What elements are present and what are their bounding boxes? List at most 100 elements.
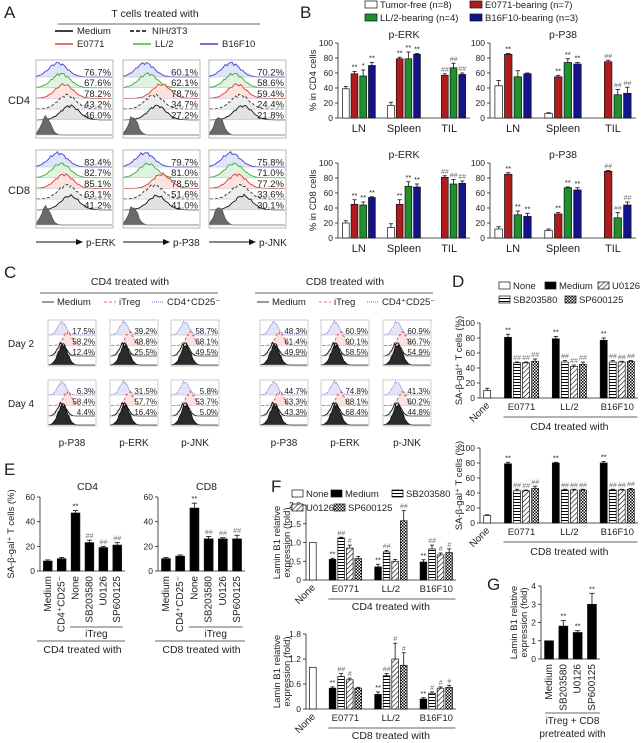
percent-label: 57.7% (134, 398, 157, 407)
significance-star: ** (421, 551, 427, 560)
bar (337, 537, 345, 581)
legend-swatch (333, 503, 346, 512)
chart-e-cd8: 0 20 40 60 Medium CD4⁺CD25⁻ ** None ## SB203580 ##… (144, 481, 245, 656)
histogram-curve (384, 330, 430, 346)
bar (554, 76, 563, 119)
legend-label: None (513, 281, 536, 292)
percent-label: 79.7% (171, 158, 198, 169)
marker-label: p-JNK (393, 438, 421, 449)
bar (374, 566, 382, 581)
percent-label: 24.4% (257, 100, 284, 111)
y-tick-label: 0 (296, 575, 301, 585)
bar (560, 489, 569, 524)
significance-star: ** (330, 549, 336, 558)
significance-star: ** (405, 43, 411, 52)
legend-swatch (564, 295, 577, 304)
y-tick-label: 40 (476, 83, 486, 93)
y-tick-label: 1.0 (289, 538, 301, 548)
significance-hash: # (348, 538, 352, 545)
bar (445, 552, 453, 581)
y-tick-label: 100 (319, 38, 333, 48)
significance-hash: # (402, 646, 406, 653)
y-tick-label: 100 (461, 318, 475, 328)
y-axis-label: % in CD8 cells (308, 169, 319, 231)
bar (328, 687, 337, 710)
bar (359, 204, 367, 239)
flow-histogram: 41.3% 60.2%44.8% (382, 379, 432, 427)
x-category-label: Spleen (546, 243, 580, 255)
significance-hash: ## (383, 543, 391, 550)
bar (112, 544, 122, 572)
histogram-curve-fill (172, 331, 218, 346)
y-axis-label: Lamin B1 relative (509, 586, 520, 659)
significance-hash: ## (458, 174, 466, 181)
y-tick-label: 20 (466, 503, 476, 513)
isotype-curve-fill (111, 403, 157, 425)
percent-label: 48.8% (134, 338, 157, 347)
significance-hash: # (393, 636, 397, 643)
x-category-label: U0126 (218, 576, 229, 606)
histogram-curve-fill (210, 62, 285, 77)
y-axis-label: SA-β-gal⁺ T cells (%) (454, 441, 465, 530)
x-category-label: SP600125 (587, 664, 598, 711)
y-tick-label: 0 (480, 113, 485, 123)
isotype-curve-fill (172, 344, 218, 365)
percent-label: 85.1% (84, 179, 111, 190)
histogram-curve-fill (124, 84, 199, 99)
histogram-curve-fill (37, 73, 112, 88)
bar (419, 698, 428, 710)
significance-hash: ## (522, 355, 530, 362)
percent-label: 77.2% (257, 179, 284, 190)
percent-label: 59.4% (257, 89, 284, 100)
bar (445, 686, 453, 710)
flow-histogram: 70.2%58.6%59.4%24.4%21.8% (208, 59, 287, 139)
percent-label: 60.9% (407, 327, 430, 336)
bar (617, 361, 626, 399)
percent-label: 41.2% (84, 200, 111, 211)
legend-label: E0771-bearing (n=7) (485, 0, 572, 11)
x-category-label: SP600125 (112, 576, 123, 623)
legend-swatch (291, 489, 304, 498)
significance-star: ** (553, 328, 559, 337)
significance-hash: ## (623, 80, 631, 87)
bar (587, 603, 597, 660)
percent-label: 34.7% (171, 100, 198, 111)
histogram-curve-fill (37, 94, 112, 110)
y-tick-label: 20 (324, 98, 334, 108)
bar (570, 366, 578, 399)
legend-label: B16F10-bearing (n=3) (485, 13, 578, 24)
x-axis-label: CD8 treated with (162, 644, 240, 656)
significance-hash: ## (450, 173, 458, 180)
histogram-curve-fill (210, 151, 285, 167)
bar (483, 515, 492, 524)
legend-swatch (544, 281, 557, 290)
bar (189, 507, 200, 572)
bar (617, 489, 626, 524)
significance-hash: # (348, 671, 352, 678)
percent-label: 70.2% (257, 68, 284, 79)
legend-label: Medium (77, 26, 111, 37)
bar (563, 62, 572, 119)
bar (563, 187, 572, 239)
isotype-curve-fill (172, 404, 218, 425)
bar (391, 658, 399, 710)
histogram-curve (209, 184, 285, 200)
histogram-curve (123, 184, 199, 200)
bar (428, 692, 436, 710)
flow-histogram: 58.7% 68.1%49.5% (170, 319, 220, 367)
legend-label: Medium (559, 281, 593, 292)
percent-label: 60.9% (345, 327, 368, 336)
x-axis-label: CD8 treated with (530, 546, 608, 558)
bar (354, 558, 362, 581)
y-tick-label: 40 (26, 517, 36, 527)
percent-label: 21.8% (257, 110, 284, 121)
bar (70, 512, 81, 572)
flow-histogram: 6.3% 58.4%4.4% (47, 379, 97, 427)
y-tick-label: 80 (324, 53, 334, 63)
bar (395, 203, 404, 239)
histogram-curve (48, 320, 95, 336)
x-category-label: B16F10 (420, 584, 453, 595)
x-category-label: E0771 (332, 584, 359, 595)
bar (387, 227, 395, 239)
flow-histogram: 74.8% 88.1%68.4% (320, 379, 370, 427)
